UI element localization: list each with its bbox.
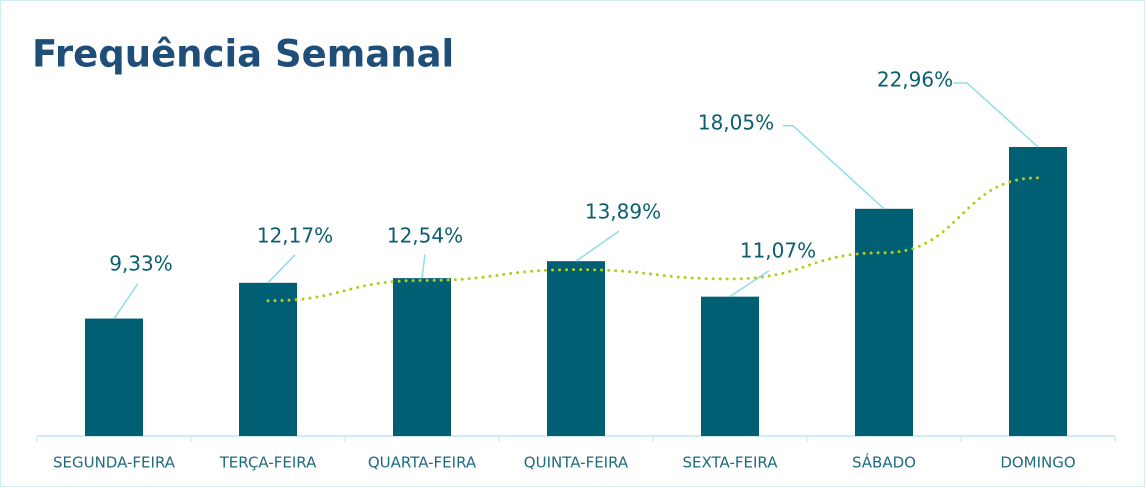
leader-line xyxy=(729,270,770,298)
leader-line xyxy=(783,125,885,210)
data-label: 13,89% xyxy=(585,200,661,224)
bar xyxy=(239,282,297,436)
bar xyxy=(85,318,143,436)
x-tick-label: SEGUNDA-FEIRA xyxy=(53,454,176,472)
data-label: 12,17% xyxy=(257,224,333,248)
x-tick-label: QUINTA-FEIRA xyxy=(524,454,629,472)
x-tick-label: TERÇA-FEIRA xyxy=(219,454,317,472)
data-label: 18,05% xyxy=(698,111,774,135)
x-tick-label: SEXTA-FEIRA xyxy=(683,454,779,472)
trendline xyxy=(266,176,1040,303)
leader-line xyxy=(421,254,426,279)
chart-title: Frequência Semanal xyxy=(32,33,454,76)
x-tick-label: QUARTA-FEIRA xyxy=(368,454,477,472)
x-tick-label: DOMINGO xyxy=(1000,454,1075,472)
data-label: 22,96% xyxy=(877,68,953,92)
leader-line xyxy=(575,230,620,262)
bar xyxy=(393,278,451,436)
leader-line xyxy=(953,82,1039,148)
leader-line xyxy=(267,254,296,284)
bar xyxy=(855,208,913,436)
x-tick-label: SÁBADO xyxy=(852,453,916,472)
leader-line xyxy=(113,283,139,319)
data-label: 9,33% xyxy=(109,252,173,276)
bar xyxy=(1009,147,1067,436)
data-label: 11,07% xyxy=(740,239,816,263)
bar xyxy=(547,261,605,436)
data-label: 12,54% xyxy=(387,224,463,248)
bar xyxy=(701,296,759,436)
